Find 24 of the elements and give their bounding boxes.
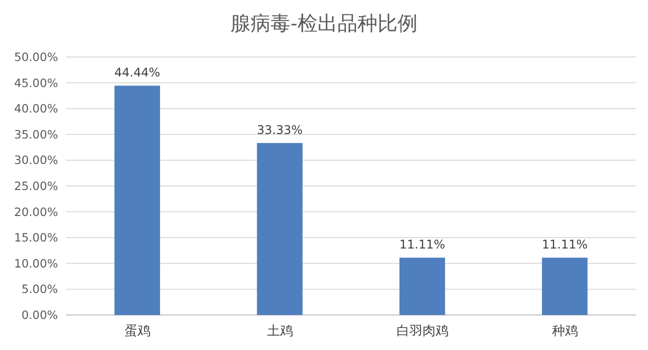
y-tick-label: 0.00% [21,308,58,322]
y-tick-label: 35.00% [14,127,58,142]
y-tick-label: 15.00% [14,230,58,245]
chart-title: 腺病毒-检出品种比例 [230,11,418,35]
y-tick-label: 10.00% [14,256,58,270]
y-tick-label: 40.00% [14,102,58,116]
x-tick-label: 蛋鸡 [124,324,150,339]
x-tick-label: 土鸡 [266,324,293,339]
bar [399,258,446,315]
x-tick-label: 种鸡 [552,324,578,339]
y-tick-label: 30.00% [14,153,58,168]
y-tick-label: 20.00% [14,204,58,219]
data-label: 33.33% [256,123,303,138]
data-label: 44.44% [114,66,160,80]
y-tick-label: 5.00% [21,282,58,296]
y-tick-label: 50.00% [14,50,58,64]
bar [542,258,588,315]
bar [114,86,160,315]
data-label: 11.11% [399,238,446,252]
bar [256,143,303,315]
y-tick-label: 25.00% [14,179,58,193]
y-tick-label: 45.00% [14,76,58,90]
x-tick-label: 白羽肉鸡 [396,324,448,339]
data-label: 11.11% [542,238,588,252]
